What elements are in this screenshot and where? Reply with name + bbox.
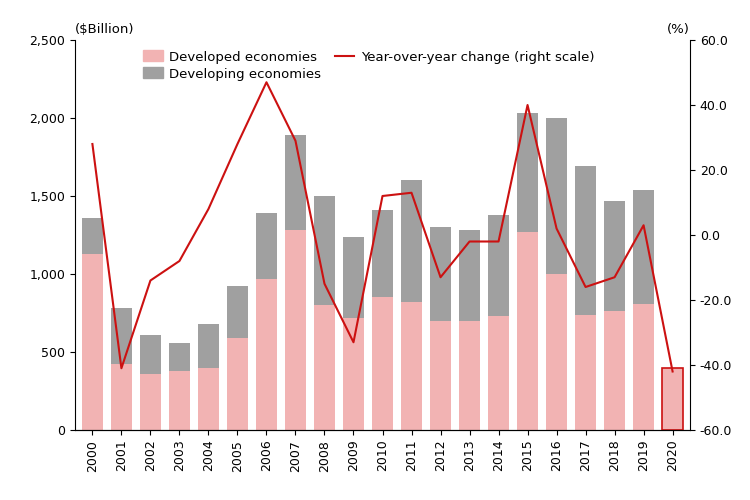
Year-over-year change (right scale) (146, 278, 155, 283)
Bar (372, 298, 393, 430)
Bar (169, 370, 190, 430)
Bar (662, 368, 683, 430)
Year-over-year change (right scale) (117, 365, 126, 371)
Year-over-year change (right scale) (494, 238, 503, 244)
Year-over-year change (right scale) (552, 226, 561, 232)
Line: Year-over-year change (right scale): Year-over-year change (right scale) (92, 82, 673, 372)
Bar (604, 200, 625, 312)
Bar (633, 190, 654, 304)
Bar (140, 374, 160, 430)
Bar (459, 321, 480, 430)
Bar (401, 302, 422, 430)
Bar (459, 230, 480, 321)
Year-over-year change (right scale) (523, 102, 532, 108)
Year-over-year change (right scale) (639, 222, 648, 228)
Bar (198, 368, 219, 430)
Bar (82, 218, 103, 254)
Year-over-year change (right scale) (291, 138, 300, 144)
Text: ($Billion): ($Billion) (75, 23, 134, 36)
Year-over-year change (right scale) (668, 368, 677, 374)
Bar (517, 114, 538, 232)
Year-over-year change (right scale) (610, 274, 619, 280)
Bar (401, 180, 422, 302)
Bar (111, 308, 132, 364)
Bar (575, 314, 596, 430)
Text: (%): (%) (668, 23, 690, 36)
Year-over-year change (right scale) (204, 206, 213, 212)
Year-over-year change (right scale) (581, 284, 590, 290)
Bar (430, 227, 451, 321)
Bar (227, 286, 248, 338)
Bar (285, 230, 306, 430)
Bar (256, 278, 277, 430)
Legend: Developed economies, Developing economies, Year-over-year change (right scale): Developed economies, Developing economie… (143, 50, 595, 80)
Year-over-year change (right scale) (465, 238, 474, 244)
Bar (314, 196, 335, 305)
Year-over-year change (right scale) (262, 79, 271, 85)
Bar (198, 324, 219, 368)
Bar (546, 274, 567, 430)
Bar (488, 316, 509, 430)
Bar (604, 312, 625, 430)
Bar (169, 342, 190, 370)
Year-over-year change (right scale) (407, 190, 416, 196)
Bar (430, 321, 451, 430)
Bar (372, 210, 393, 298)
Year-over-year change (right scale) (378, 193, 387, 199)
Year-over-year change (right scale) (320, 281, 329, 287)
Year-over-year change (right scale) (233, 141, 242, 147)
Bar (517, 232, 538, 430)
Bar (256, 213, 277, 278)
Year-over-year change (right scale) (88, 141, 97, 147)
Bar (662, 280, 683, 368)
Bar (546, 118, 567, 274)
Bar (633, 304, 654, 430)
Bar (314, 305, 335, 430)
Bar (285, 135, 306, 230)
Bar (111, 364, 132, 430)
Year-over-year change (right scale) (436, 274, 445, 280)
Bar (82, 254, 103, 430)
Bar (140, 335, 160, 374)
Bar (343, 236, 364, 318)
Year-over-year change (right scale) (175, 258, 184, 264)
Bar (343, 318, 364, 430)
Year-over-year change (right scale) (349, 339, 358, 345)
Bar (227, 338, 248, 430)
Bar (488, 214, 509, 316)
Bar (575, 166, 596, 314)
Bar (662, 368, 683, 430)
